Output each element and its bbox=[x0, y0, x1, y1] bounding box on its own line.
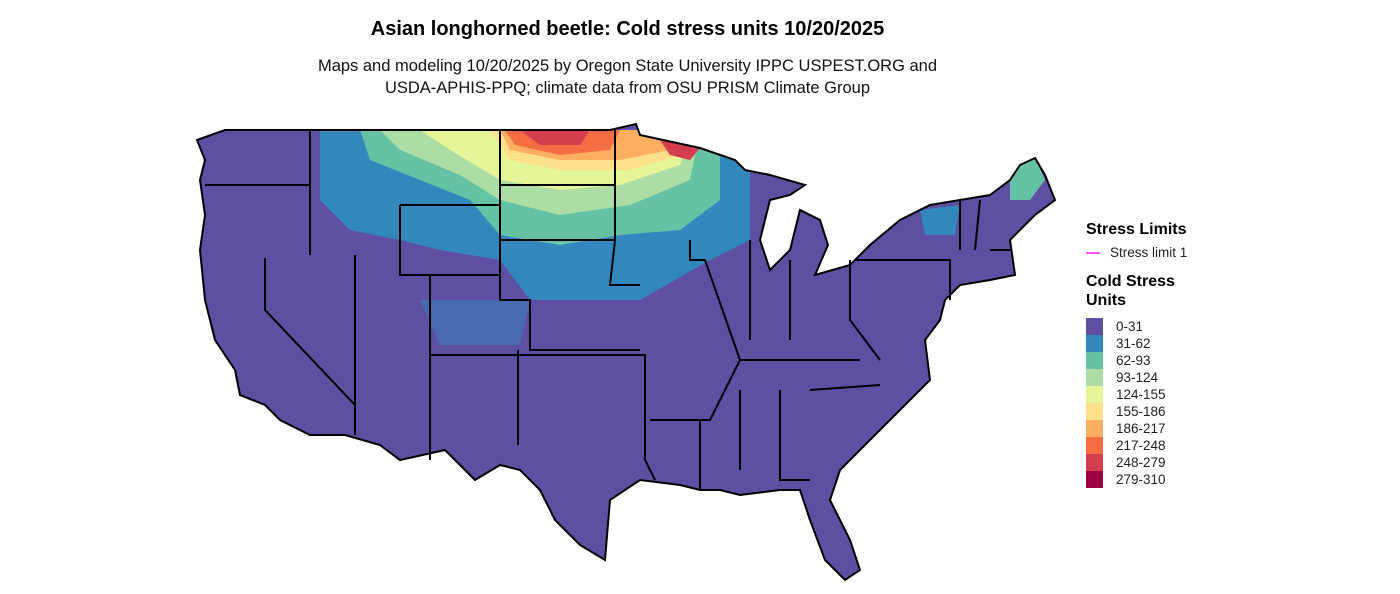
stress-limit-entry: Stress limit 1 bbox=[1086, 245, 1187, 260]
zone-248-279 bbox=[520, 130, 590, 145]
legend-class-label: 93-124 bbox=[1116, 370, 1159, 385]
legend: Stress Limits Stress limit 1 Cold Stress… bbox=[1086, 220, 1187, 488]
zone-31-62-colorado bbox=[420, 300, 530, 345]
legend-class: 62-93 bbox=[1086, 352, 1187, 369]
zone-248-279-mn bbox=[660, 140, 700, 160]
cold-stress-title: Cold Stress Units bbox=[1086, 272, 1187, 310]
cold-stress-title-line-1: Cold Stress bbox=[1086, 273, 1175, 290]
legend-class: 248-279 bbox=[1086, 454, 1187, 471]
legend-class-label: 186-217 bbox=[1116, 421, 1166, 436]
cold-stress-raster bbox=[197, 124, 1055, 580]
state-borders bbox=[196, 123, 1056, 581]
legend-class: 124-155 bbox=[1086, 386, 1187, 403]
legend-class: 217-248 bbox=[1086, 437, 1187, 454]
legend-class: 93-124 bbox=[1086, 369, 1187, 386]
legend-swatch bbox=[1086, 437, 1103, 454]
legend-class: 155-186 bbox=[1086, 403, 1187, 420]
legend-swatch bbox=[1086, 369, 1103, 386]
legend-class-label: 155-186 bbox=[1116, 404, 1166, 419]
legend-class-label: 0-31 bbox=[1116, 319, 1144, 334]
stress-limit-label: Stress limit 1 bbox=[1110, 245, 1188, 260]
legend-swatch bbox=[1086, 420, 1103, 437]
stress-limits-title: Stress Limits bbox=[1086, 221, 1187, 238]
map-subtitle: Maps and modeling 10/20/2025 by Oregon S… bbox=[0, 55, 1255, 99]
legend-swatch bbox=[1086, 471, 1103, 488]
map-title: Asian longhorned beetle: Cold stress uni… bbox=[370, 18, 885, 40]
us-map bbox=[196, 123, 1056, 581]
legend-class-label: 279-310 bbox=[1116, 472, 1166, 487]
legend-class-label: 217-248 bbox=[1116, 438, 1166, 453]
subtitle-line-2: USDA-APHIS-PPQ; climate data from OSU PR… bbox=[384, 79, 871, 97]
legend-class-label: 31-62 bbox=[1116, 336, 1151, 351]
legend-class: 31-62 bbox=[1086, 335, 1187, 352]
legend-classes: 0-31 31-62 62-93 93-124 124-155 155-186 186-21… bbox=[1086, 318, 1187, 488]
legend-swatch bbox=[1086, 403, 1103, 420]
legend-class: 279-310 bbox=[1086, 471, 1187, 488]
legend-swatch bbox=[1086, 454, 1103, 471]
legend-class-label: 124-155 bbox=[1116, 387, 1166, 402]
legend-swatch bbox=[1086, 318, 1103, 335]
stress-limit-line-icon bbox=[1086, 251, 1100, 254]
legend-class-label: 248-279 bbox=[1116, 455, 1166, 470]
legend-class: 186-217 bbox=[1086, 420, 1187, 437]
legend-swatch bbox=[1086, 335, 1103, 352]
legend-class: 0-31 bbox=[1086, 318, 1187, 335]
cold-stress-title-line-2: Units bbox=[1086, 292, 1126, 309]
legend-swatch bbox=[1086, 352, 1103, 369]
subtitle-line-1: Maps and modeling 10/20/2025 by Oregon S… bbox=[317, 57, 938, 75]
legend-swatch bbox=[1086, 386, 1103, 403]
zone-ny-adirondacks bbox=[920, 205, 960, 235]
legend-class-label: 62-93 bbox=[1116, 353, 1151, 368]
